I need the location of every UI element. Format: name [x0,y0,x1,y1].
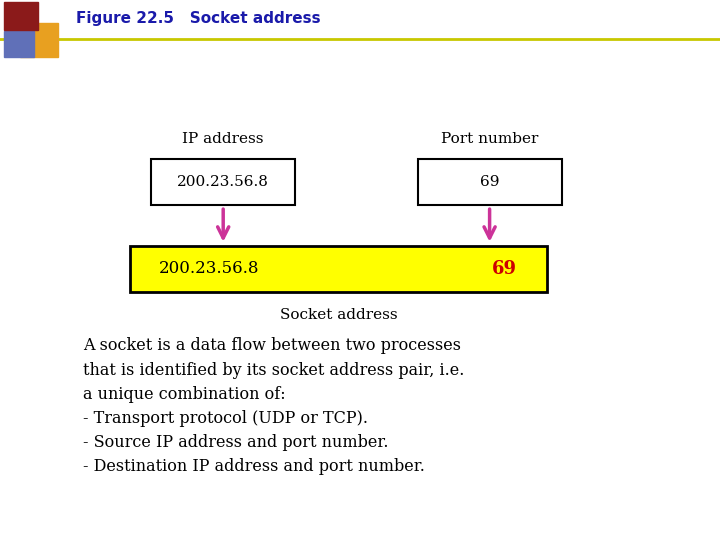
Text: 69: 69 [480,176,500,189]
Bar [20,23,58,57]
Text: 69: 69 [492,260,516,278]
Text: IP address: IP address [182,132,264,146]
Text: Port number: Port number [441,132,539,146]
Text: 200.23.56.8: 200.23.56.8 [177,176,269,189]
Text: A socket is a data flow between two processes
that is identified by its socket a: A socket is a data flow between two proc… [83,338,464,475]
Bar [4,2,38,30]
Text: 200.23.56.8: 200.23.56.8 [158,260,259,277]
Text: Figure 22.5   Socket address: Figure 22.5 Socket address [76,11,320,26]
Bar [130,246,547,292]
Bar [151,159,295,205]
Bar [418,159,562,205]
Bar [4,31,34,57]
Text: Socket address: Socket address [279,308,397,322]
